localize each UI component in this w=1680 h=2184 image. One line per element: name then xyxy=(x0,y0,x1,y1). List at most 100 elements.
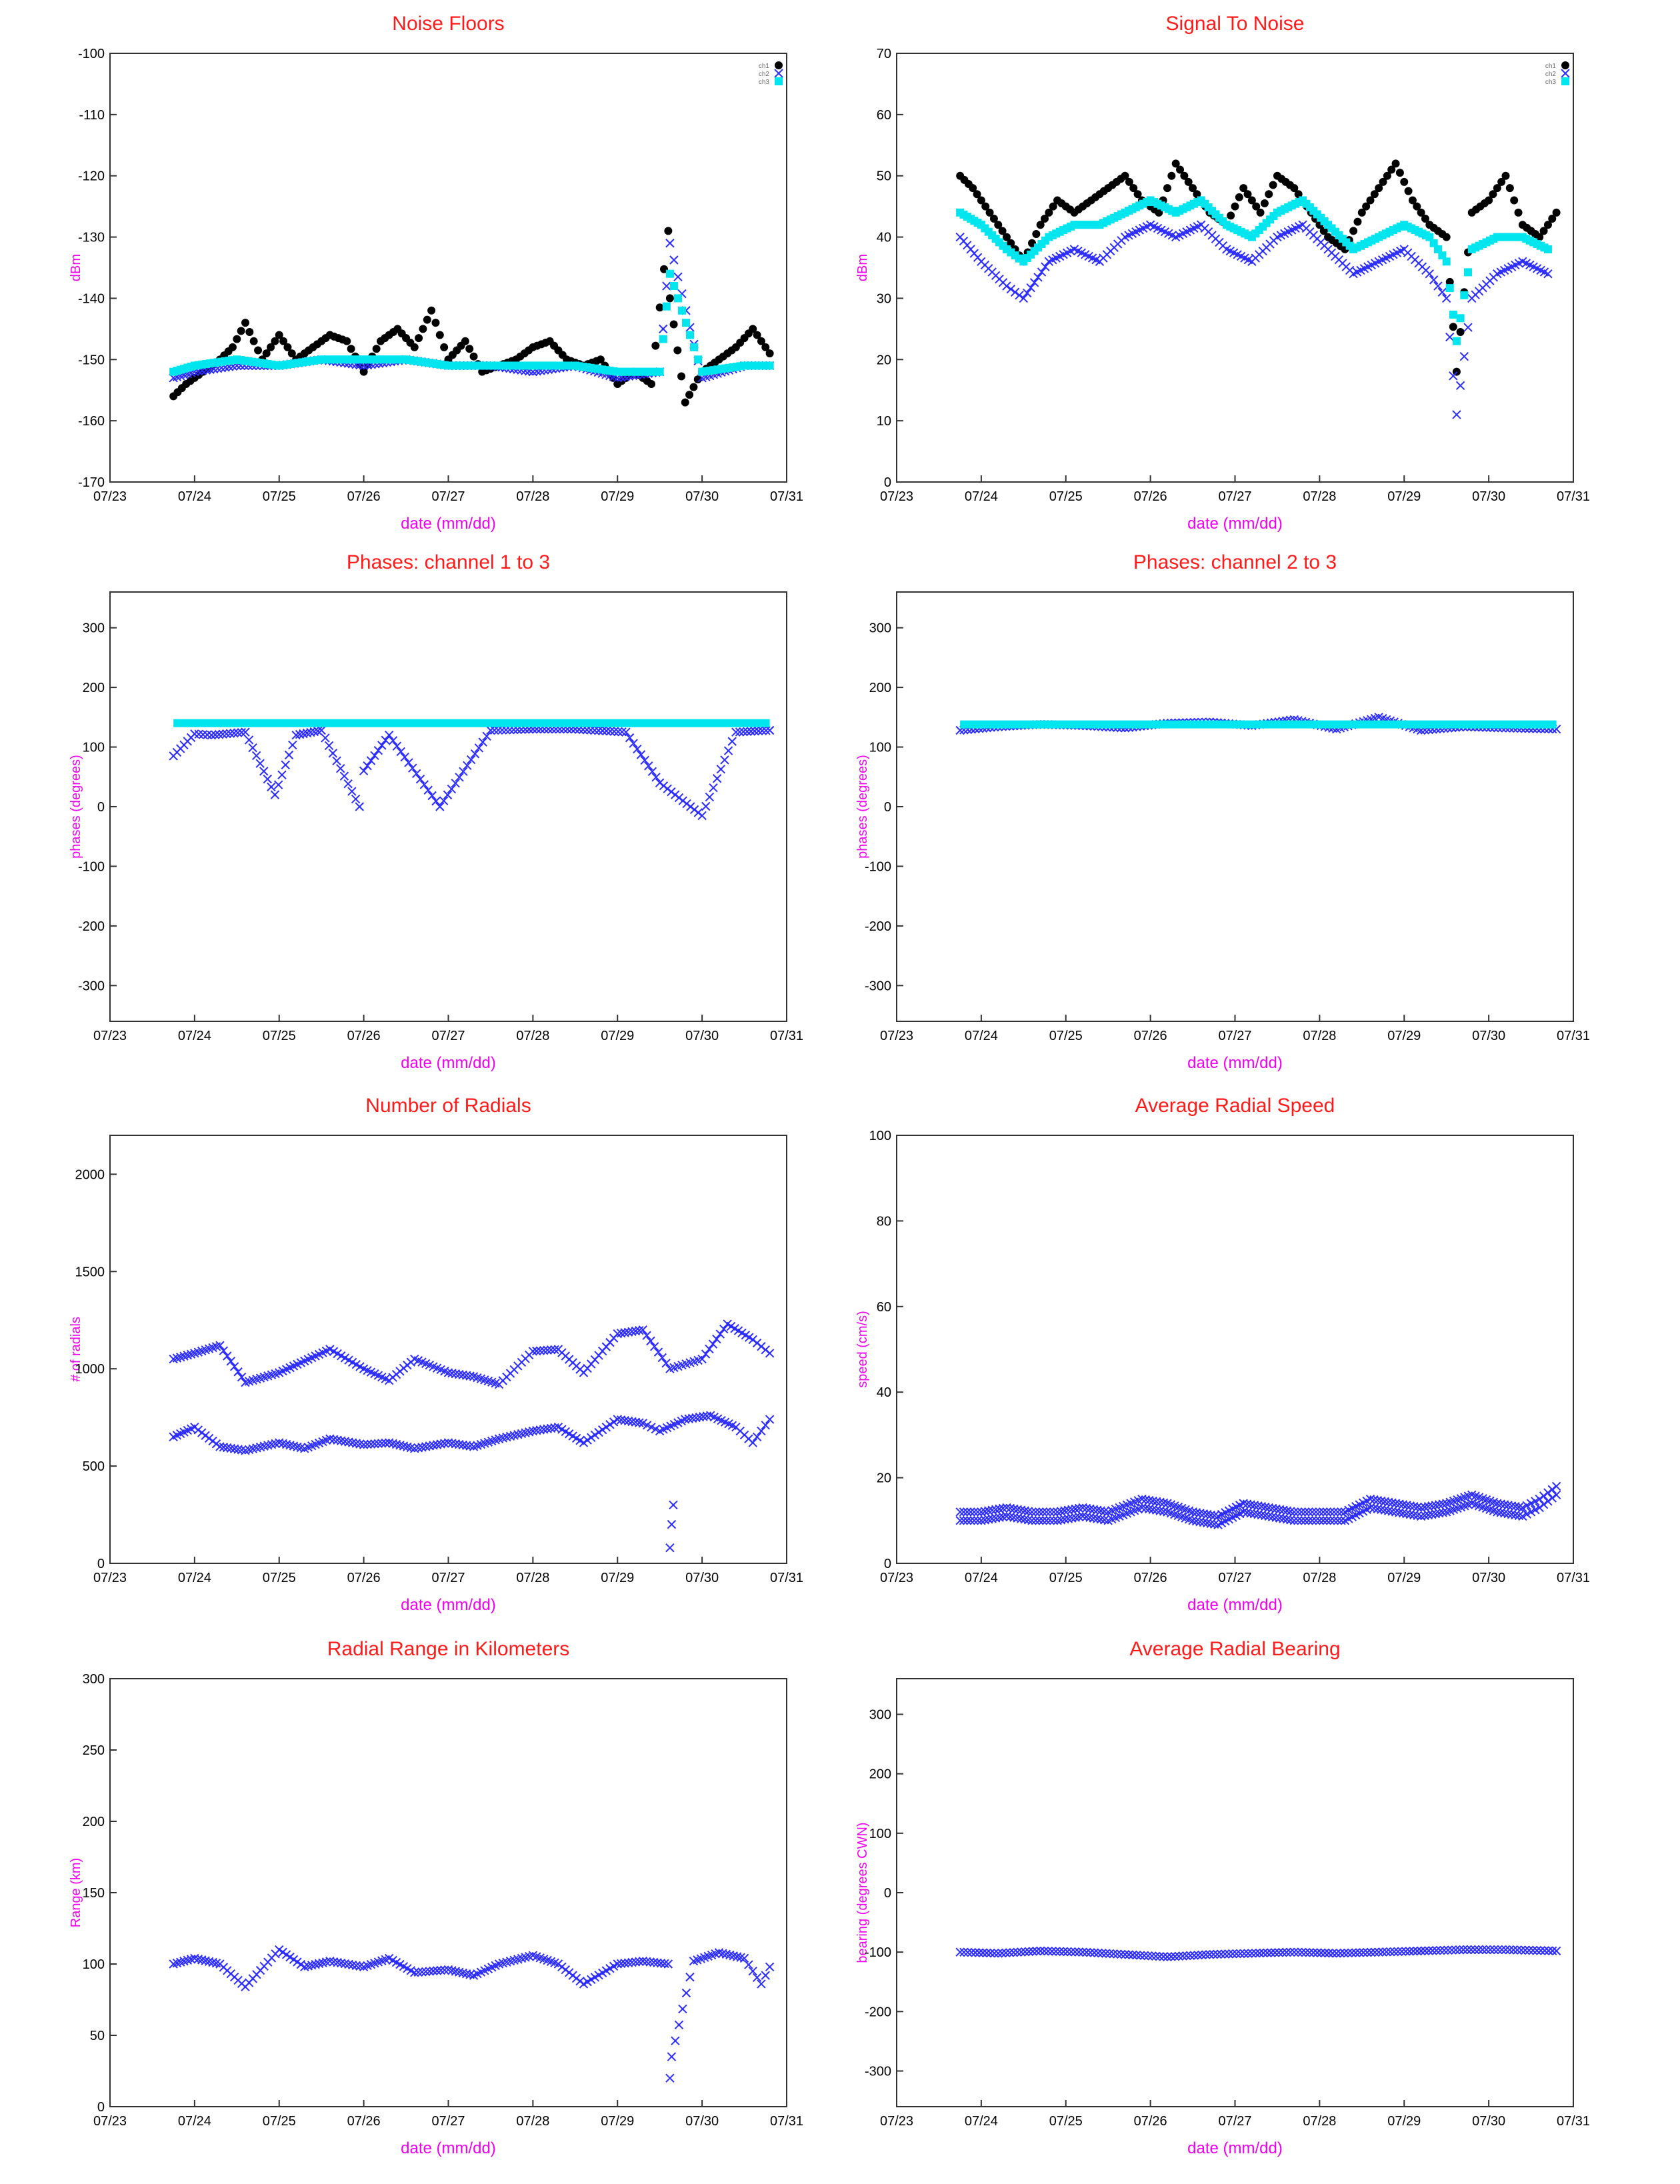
data-point xyxy=(284,750,294,760)
data-point xyxy=(1176,165,1185,174)
data-point xyxy=(1304,1516,1313,1525)
x-tick-label: 07/25 xyxy=(263,1571,296,1585)
data-point xyxy=(1009,1947,1019,1957)
data-point xyxy=(1499,1500,1509,1509)
data-point xyxy=(1120,1950,1130,1959)
data-point xyxy=(1128,1950,1137,1960)
x-tick-label: 07/24 xyxy=(178,1571,211,1585)
legend-label: ch2 xyxy=(1545,71,1557,78)
data-point xyxy=(489,725,499,735)
data-point xyxy=(1081,1503,1091,1513)
data-point xyxy=(1548,1946,1557,1955)
data-point xyxy=(1369,1503,1379,1513)
data-point xyxy=(1117,1949,1126,1959)
x-axis-label: date (mm/dd) xyxy=(401,2139,496,2157)
plot-frame xyxy=(896,1678,1574,2107)
data-point xyxy=(1151,1497,1161,1507)
data-point xyxy=(1493,1499,1502,1508)
data-point xyxy=(625,733,635,743)
data-point xyxy=(1307,1507,1317,1517)
data-point xyxy=(251,751,261,761)
data-point xyxy=(1452,410,1461,419)
data-point xyxy=(1260,199,1269,208)
data-point xyxy=(1023,1515,1033,1525)
data-point xyxy=(644,761,653,771)
data-point xyxy=(1067,1505,1077,1514)
data-point xyxy=(1315,1516,1325,1525)
data-point xyxy=(701,1349,711,1359)
data-point xyxy=(455,773,464,782)
data-point xyxy=(324,741,334,751)
data-point xyxy=(1438,1508,1447,1517)
data-point xyxy=(647,380,655,389)
data-point xyxy=(748,1438,757,1447)
data-point xyxy=(998,227,1007,235)
data-point xyxy=(1023,1507,1033,1516)
data-point xyxy=(222,729,231,739)
data-point xyxy=(1370,190,1379,199)
data-point xyxy=(1320,1948,1330,1958)
data-point xyxy=(1042,1516,1051,1525)
data-point xyxy=(1464,268,1473,277)
data-point xyxy=(1041,262,1050,271)
data-point xyxy=(1135,1951,1145,1960)
data-point xyxy=(1337,1516,1346,1525)
data-point xyxy=(1007,239,1015,247)
data-point xyxy=(254,346,263,355)
data-point xyxy=(218,729,227,739)
data-point xyxy=(984,1506,993,1515)
data-point xyxy=(1005,1512,1015,1522)
data-point xyxy=(1289,1507,1299,1517)
data-point xyxy=(645,1957,655,1967)
x-tick-label: 07/30 xyxy=(1472,1029,1505,1043)
data-point xyxy=(984,1515,993,1524)
y-tick-label: -170 xyxy=(78,475,105,490)
data-point xyxy=(1413,1502,1422,1512)
x-tick-label: 07/30 xyxy=(685,2114,719,2129)
data-point xyxy=(1242,1508,1252,1517)
data-point xyxy=(1289,1516,1299,1525)
data-point xyxy=(1228,1949,1237,1959)
data-point xyxy=(1252,202,1261,211)
data-point xyxy=(1035,1946,1045,1956)
data-point xyxy=(1329,1507,1339,1517)
data-point xyxy=(1039,1946,1049,1956)
data-point xyxy=(1038,1516,1048,1525)
x-tick-label: 07/28 xyxy=(1303,489,1336,504)
data-point xyxy=(429,1966,438,1976)
data-point xyxy=(1195,1517,1205,1527)
data-point xyxy=(640,755,649,765)
data-point xyxy=(1429,239,1438,247)
y-tick-label: -120 xyxy=(78,169,105,184)
data-point xyxy=(1085,1513,1095,1522)
data-point xyxy=(1243,190,1252,199)
data-point xyxy=(423,315,431,324)
data-point xyxy=(590,725,599,735)
data-point xyxy=(229,728,239,738)
data-point xyxy=(1045,208,1053,217)
data-point xyxy=(281,760,290,770)
x-tick-label: 07/24 xyxy=(965,489,998,504)
data-point xyxy=(1311,1516,1321,1525)
data-point xyxy=(1093,1514,1102,1523)
data-point xyxy=(1405,1947,1415,1956)
data-point xyxy=(1155,1497,1165,1507)
data-point xyxy=(1496,1499,1505,1509)
data-point xyxy=(723,746,733,755)
data-point xyxy=(198,730,208,739)
data-point xyxy=(1423,1502,1433,1511)
data-point xyxy=(685,1972,695,1982)
data-point xyxy=(1005,1948,1015,1957)
data-point xyxy=(1309,1948,1318,1957)
legend-label: ch1 xyxy=(1545,63,1557,70)
data-point xyxy=(1460,291,1469,299)
data-point xyxy=(579,1438,589,1447)
data-point xyxy=(1325,1507,1335,1517)
x-tick-label: 07/24 xyxy=(178,2114,211,2129)
data-point xyxy=(1053,1516,1062,1525)
data-point xyxy=(410,1968,419,1977)
data-point xyxy=(359,766,369,776)
data-point xyxy=(1026,283,1035,293)
data-point xyxy=(1148,1505,1157,1514)
data-point xyxy=(1063,1947,1072,1957)
